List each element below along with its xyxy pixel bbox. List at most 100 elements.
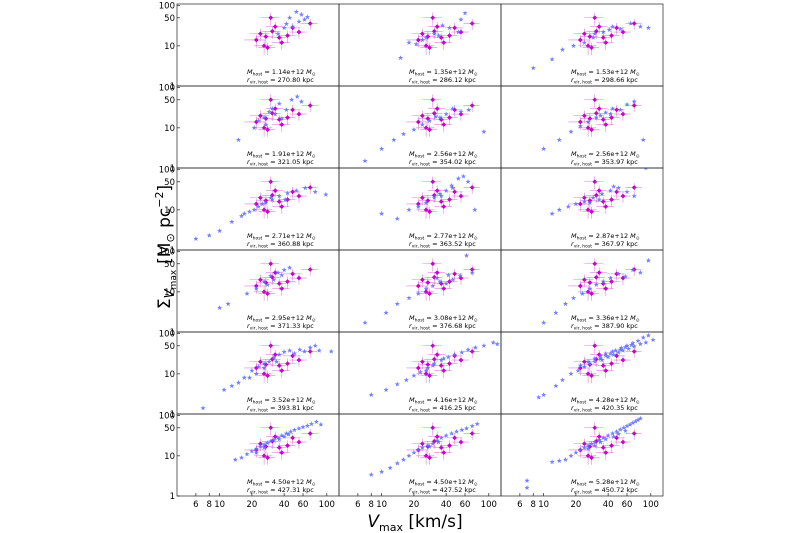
simulated-star xyxy=(253,371,259,377)
simulated-star xyxy=(406,295,412,301)
simulated-star xyxy=(425,365,431,371)
simulated-star xyxy=(596,196,602,202)
simulated-star xyxy=(443,187,449,193)
simulated-star xyxy=(308,421,315,427)
simulated-star xyxy=(587,200,593,205)
observed-point xyxy=(419,277,425,283)
simulated-star xyxy=(443,280,449,286)
x-tick-label: 6 xyxy=(517,500,522,510)
mhost-annotation: Mhost = 4.50e+12 M⊙ xyxy=(247,478,316,488)
panel-plot-area xyxy=(217,258,318,310)
simulated-star xyxy=(279,115,285,121)
panel-plot-area xyxy=(235,93,318,143)
simulated-star xyxy=(457,273,463,279)
x-tick-label: 40 xyxy=(603,500,614,510)
y-tick-label: 10 xyxy=(164,42,175,52)
simulated-star xyxy=(611,351,617,357)
simulated-star xyxy=(618,345,624,351)
simulated-star xyxy=(379,211,385,216)
x-tick-label: 40 xyxy=(279,500,290,510)
observed-point xyxy=(600,35,606,41)
y-tick-label: 10 xyxy=(164,452,175,462)
observed-point xyxy=(447,33,452,38)
simulated-star xyxy=(605,354,611,360)
simulated-star xyxy=(541,392,547,398)
observed-point xyxy=(614,435,620,441)
simulated-star xyxy=(251,125,257,131)
rvir-annotation: rvir, host = 427.31 kpc xyxy=(247,486,314,496)
simulated-star xyxy=(596,437,602,443)
y-axis-label: ΣVmax[M⊙ pc−2] xyxy=(153,185,179,309)
simulated-star xyxy=(394,460,400,466)
observed-point xyxy=(620,193,626,199)
y-tick-label: 1 xyxy=(170,82,175,92)
simulated-star xyxy=(287,264,293,270)
observed-point xyxy=(452,435,458,441)
observed-point xyxy=(441,204,447,210)
simulated-star xyxy=(415,203,421,209)
simulated-star xyxy=(617,107,623,113)
observed-point xyxy=(276,281,282,287)
observed-point xyxy=(614,271,620,277)
simulated-star xyxy=(570,295,577,301)
simulated-star xyxy=(246,208,253,214)
rvir-annotation: rvir, host = 298.66 kpc xyxy=(571,76,638,86)
panel: Mhost = 1.35e+12 M⊙rvir, host = 286.12 k… xyxy=(338,3,502,87)
observed-point xyxy=(253,201,259,207)
x-tick-label: 20 xyxy=(570,500,581,510)
simulated-star xyxy=(304,14,311,20)
simulated-star xyxy=(592,359,598,364)
simulated-star xyxy=(449,182,455,188)
simulated-star xyxy=(307,344,313,350)
simulated-star xyxy=(644,168,648,171)
simulated-star xyxy=(579,290,585,296)
mhost-annotation: Mhost = 4.16e+12 M⊙ xyxy=(409,396,478,406)
simulated-star xyxy=(406,207,412,213)
observed-point xyxy=(581,277,587,283)
simulated-star xyxy=(268,195,274,200)
simulated-star xyxy=(603,353,609,359)
simulated-star xyxy=(290,23,296,29)
observed-point xyxy=(447,197,452,202)
observed-point xyxy=(265,455,270,461)
mhost-annotation: Mhost = 5.28e+12 M⊙ xyxy=(571,478,640,488)
simulated-star xyxy=(304,423,311,428)
rvir-annotation: rvir, host = 363.52 kpc xyxy=(409,240,476,250)
simulated-star xyxy=(610,105,616,111)
simulated-star xyxy=(276,193,282,199)
simulated-star xyxy=(430,283,436,289)
simulated-star xyxy=(599,191,605,197)
simulated-star xyxy=(607,187,613,193)
observed-point xyxy=(296,357,302,363)
simulated-star xyxy=(294,93,300,99)
observed-point xyxy=(307,431,313,436)
simulated-star xyxy=(430,362,436,368)
simulated-star xyxy=(565,203,571,209)
y-tick-label: 100 xyxy=(159,2,175,12)
simulated-star xyxy=(449,430,455,436)
simulated-star xyxy=(559,47,566,52)
simulated-star xyxy=(598,113,604,118)
y-tick-label: 50 xyxy=(164,260,175,270)
panel: 6 8 10 20 40 60 100 Mhost = 5.28e+12 M⊙rvir, ho… xyxy=(500,413,664,510)
simulated-star xyxy=(297,346,303,352)
simulated-star xyxy=(282,196,288,202)
simulated-star xyxy=(206,232,212,238)
simulated-star xyxy=(592,31,598,36)
observed-point xyxy=(592,15,598,21)
simulated-star xyxy=(426,443,433,449)
simulated-star xyxy=(556,137,562,143)
simulated-star xyxy=(244,451,250,457)
simulated-star xyxy=(276,351,282,357)
y-tick-label: 10 xyxy=(164,206,175,216)
observed-point xyxy=(603,450,609,456)
observed-point xyxy=(268,425,274,431)
simulated-star xyxy=(241,375,247,380)
observed-point xyxy=(441,368,447,374)
simulated-star xyxy=(615,271,622,277)
observed-point xyxy=(423,289,429,295)
observed-point xyxy=(425,280,431,285)
simulated-star xyxy=(450,185,456,191)
x-tick-label: 20 xyxy=(246,500,257,510)
observed-point xyxy=(581,113,587,119)
